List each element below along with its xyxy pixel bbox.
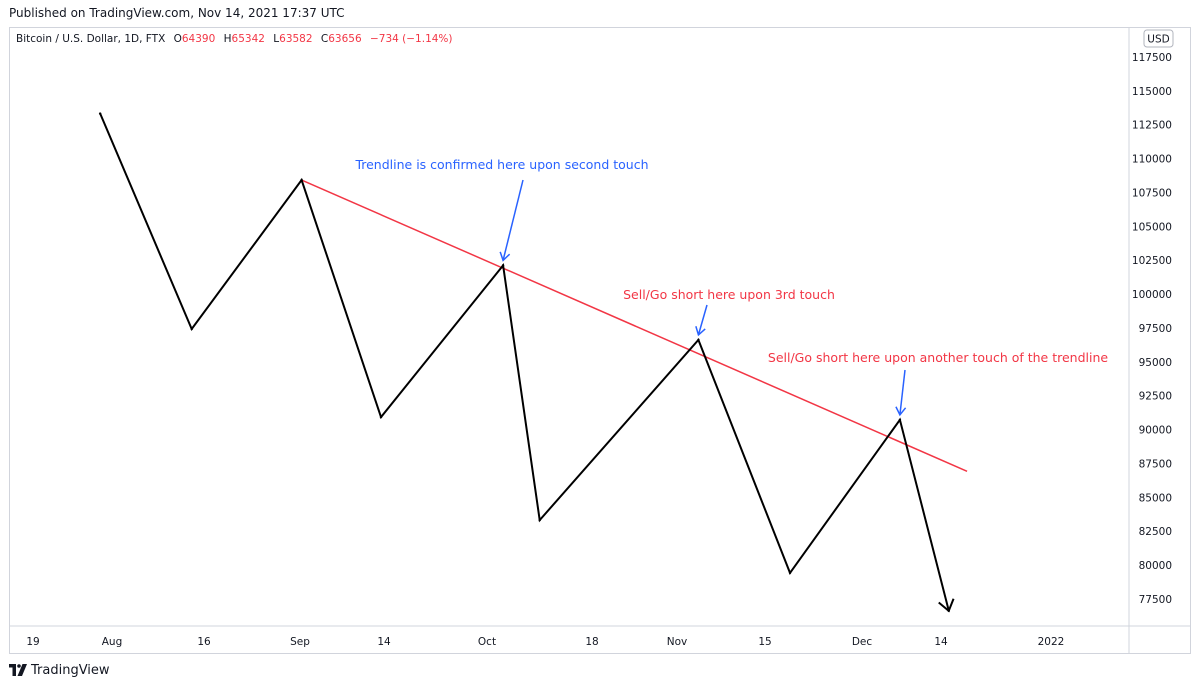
footer-brand-text: TradingView (31, 662, 110, 678)
y-tick-label: 102500 (1132, 255, 1172, 267)
y-tick-label: 110000 (1132, 154, 1172, 166)
x-tick-label: Dec (852, 636, 873, 648)
y-tick-label: 92500 (1139, 391, 1172, 403)
x-tick-label: 16 (197, 636, 211, 648)
price-path-point (697, 338, 700, 342)
x-tick-label: 14 (377, 636, 391, 648)
annotation-arrowhead-icon (895, 406, 907, 417)
y-tick-label: 107500 (1132, 187, 1172, 199)
trendline[interactable] (301, 179, 968, 472)
x-tick-label: 19 (26, 636, 39, 648)
legend-high-value: 65342 (231, 33, 265, 45)
x-tick-label: Sep (290, 636, 310, 648)
y-tick-label: 82500 (1139, 526, 1172, 538)
y-tick-label: 90000 (1139, 425, 1172, 437)
annotation-text: Sell/Go short here upon another touch of… (768, 350, 1109, 365)
x-tick-label: Nov (667, 636, 688, 648)
price-path-point (538, 518, 541, 522)
legend-close-label: C (320, 33, 329, 45)
price-path-point (379, 415, 383, 419)
price-path-point (300, 178, 303, 182)
y-tick-label: 112500 (1132, 120, 1172, 132)
y-tick-label: 80000 (1139, 560, 1172, 572)
annotation-arrowhead-icon (695, 326, 706, 337)
price-path-point (788, 571, 792, 575)
price-path-point (501, 264, 505, 267)
tradingview-logo-icon (9, 664, 27, 676)
y-tick-label: 95000 (1139, 357, 1172, 369)
y-tick-label: 97500 (1139, 323, 1172, 335)
legend-high-label: H (223, 33, 232, 45)
legend-low-value: 63582 (279, 33, 313, 45)
published-header: Published on TradingView.com, Nov 14, 20… (9, 6, 345, 20)
price-path-arrowhead-icon (938, 598, 955, 613)
y-tick-label: 100000 (1132, 289, 1172, 301)
price-path-point (898, 418, 902, 422)
legend-open-value: 64390 (181, 33, 216, 45)
annotation-text: Trendline is confirmed here upon second … (354, 157, 648, 172)
annotation-arrowhead-icon (499, 251, 511, 262)
x-tick-label: 2022 (1038, 636, 1065, 648)
annotation-arrow-line (502, 179, 524, 261)
annotation-arrow-line (697, 304, 708, 336)
y-tick-label: 117500 (1132, 52, 1172, 64)
x-tick-label: 14 (934, 636, 948, 648)
x-tick-label: Oct (478, 636, 496, 648)
y-tick-label: 77500 (1139, 594, 1172, 606)
price-path-point (190, 327, 193, 331)
legend-low-label: L (273, 33, 280, 45)
y-tick-label: 87500 (1139, 458, 1172, 470)
price-path-point (98, 112, 102, 115)
y-tick-label: 85000 (1139, 492, 1172, 504)
legend-open-label: O (173, 33, 182, 45)
annotation-arrow-line (899, 369, 906, 415)
x-tick-label: 18 (585, 636, 598, 648)
x-tick-label: 15 (758, 636, 771, 648)
y-tick-label: 115000 (1132, 86, 1172, 98)
price-path-line[interactable] (99, 113, 950, 612)
legend-change-value: −734 (−1.14%) (369, 33, 453, 45)
footer: TradingView (9, 660, 110, 680)
y-tick-label: 105000 (1132, 221, 1172, 233)
legend-close-value: 63656 (328, 33, 362, 45)
annotation-text: Sell/Go short here upon 3rd touch (623, 287, 835, 302)
x-tick-label: Aug (102, 636, 123, 648)
chart-frame (9, 27, 1191, 654)
symbol-legend: Bitcoin / U.S. Dollar, 1D, FTX O64390 H6… (16, 33, 453, 45)
currency-badge[interactable] (1143, 29, 1174, 48)
currency-label: USD (1147, 34, 1169, 46)
legend-symbol: Bitcoin / U.S. Dollar, 1D, FTX (16, 33, 166, 45)
